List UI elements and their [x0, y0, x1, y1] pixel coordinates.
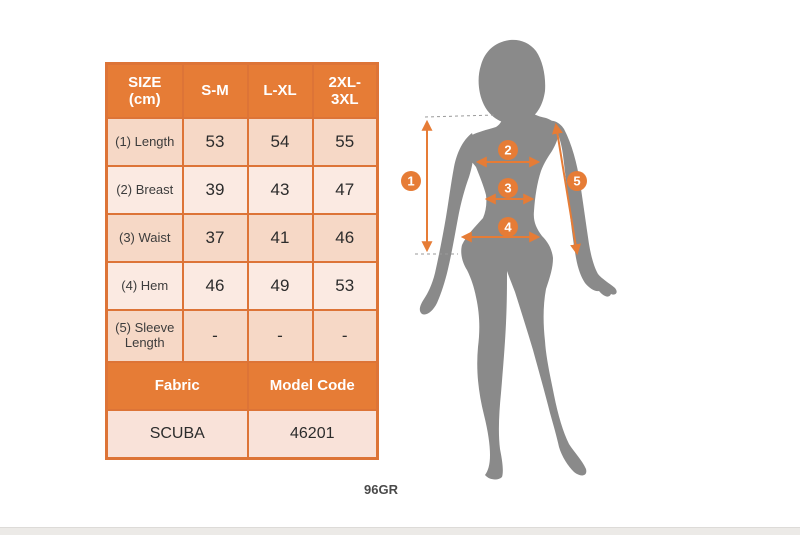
- size-value: 47: [311, 165, 379, 215]
- size-value: 49: [246, 261, 314, 311]
- row-label: (5) Sleeve Length: [105, 309, 184, 363]
- marker-2: 2: [498, 140, 518, 160]
- marker-1-number: 1: [407, 174, 414, 189]
- shoulder-dashed-guide: [424, 114, 496, 118]
- size-value: 46: [311, 213, 379, 263]
- body-measurement-diagram: 1 2 3 4 5: [401, 39, 617, 480]
- model-code-value: 46201: [246, 409, 379, 459]
- marker-5: 5: [567, 171, 587, 191]
- marker-2-circle: [498, 140, 518, 160]
- row-label: (4) Hem: [105, 261, 184, 311]
- marker-1-circle: [401, 171, 421, 191]
- size-value: 46: [181, 261, 249, 311]
- marker-2-number: 2: [504, 143, 511, 158]
- row-label: (1) Length: [105, 117, 184, 167]
- marker-3-circle: [498, 178, 518, 198]
- marker-5-number: 5: [573, 174, 580, 189]
- model-code-header: Model Code: [246, 361, 379, 411]
- row-label: (2) Breast: [105, 165, 184, 215]
- info-header-row: Fabric Model Code: [105, 361, 379, 411]
- marker-4-number: 4: [504, 220, 512, 235]
- fabric-value: SCUBA: [105, 409, 249, 459]
- size-value: -: [311, 309, 379, 363]
- table-row-breast: (2) Breast 39 43 47: [105, 165, 379, 215]
- table-row-sleeve-length: (5) Sleeve Length - - -: [105, 309, 379, 363]
- female-body-silhouette: [419, 39, 617, 480]
- size-value: 53: [181, 117, 249, 167]
- size-value: -: [181, 309, 249, 363]
- fabric-header: Fabric: [105, 361, 249, 411]
- size-value: 37: [181, 213, 249, 263]
- marker-3-number: 3: [504, 181, 511, 196]
- size-col-lxl: L-XL: [246, 62, 314, 119]
- silhouette-left-arm: [419, 133, 474, 315]
- marker-4-circle: [498, 217, 518, 237]
- marker-3: 3: [498, 178, 518, 198]
- silhouette-head-hair: [478, 39, 546, 124]
- sleeve-arrow: [551, 122, 582, 256]
- info-value-row: SCUBA 46201: [105, 409, 379, 459]
- size-col-sm: S-M: [181, 62, 249, 119]
- size-unit-header: SIZE (cm): [105, 62, 184, 119]
- size-value: 55: [311, 117, 379, 167]
- size-value: 54: [246, 117, 314, 167]
- size-value: 39: [181, 165, 249, 215]
- size-col-2xl3xl: 2XL- 3XL: [311, 62, 379, 119]
- table-row-length: (1) Length 53 54 55: [105, 117, 379, 167]
- size-value: 53: [311, 261, 379, 311]
- weight-note: 96GR: [364, 482, 398, 497]
- row-label: (3) Waist: [105, 213, 184, 263]
- marker-1: 1: [401, 171, 421, 191]
- size-table-header-row: SIZE (cm) S-M L-XL 2XL- 3XL: [105, 62, 379, 119]
- bottom-divider-bar: [0, 527, 800, 535]
- size-value: 43: [246, 165, 314, 215]
- size-table: SIZE (cm) S-M L-XL 2XL- 3XL (1) Length 5…: [105, 62, 379, 460]
- marker-5-circle: [567, 171, 587, 191]
- size-value: -: [246, 309, 314, 363]
- table-row-hem: (4) Hem 46 49 53: [105, 261, 379, 311]
- size-value: 41: [246, 213, 314, 263]
- marker-4: 4: [498, 217, 518, 237]
- table-row-waist: (3) Waist 37 41 46: [105, 213, 379, 263]
